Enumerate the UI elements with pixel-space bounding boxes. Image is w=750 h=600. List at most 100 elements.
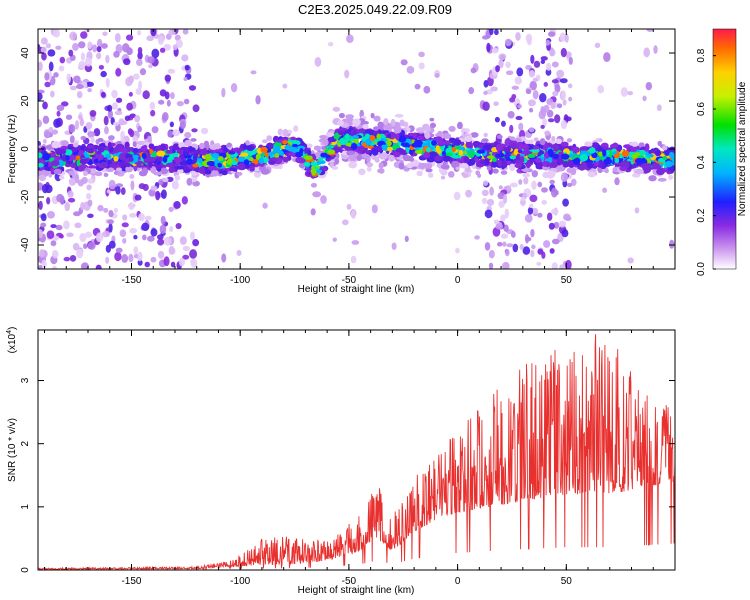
spectrogram-band-blob xyxy=(65,163,71,168)
spectrogram-band-blob xyxy=(284,144,292,151)
spectrogram-xlabel: Height of straight line (km) xyxy=(298,284,415,295)
spectrogram-noise-blob xyxy=(554,114,561,124)
spectrogram-noise-blob xyxy=(44,184,53,194)
spectrogram-noise-blob xyxy=(38,119,43,128)
spectrogram-noise-blob xyxy=(346,203,352,210)
spectrogram-noise-blob xyxy=(74,120,80,130)
spectrogram-band-blob xyxy=(440,175,446,180)
spectrogram-band-blob xyxy=(303,155,313,160)
spectrogram-band-blob xyxy=(383,118,389,126)
spectrogram-band-blob xyxy=(448,125,456,132)
spectrogram-noise-blob xyxy=(121,254,129,263)
spectrogram-noise-blob xyxy=(489,29,494,36)
spectrogram-band-blob xyxy=(113,156,119,162)
spectrogram-noise-blob xyxy=(85,122,93,130)
snr-xtick-label: -100 xyxy=(230,576,250,587)
spectrogram-band-blob xyxy=(310,161,318,167)
spectrogram-noise-blob xyxy=(114,110,123,116)
spectrogram-band-blob xyxy=(118,153,126,161)
spectrogram-band-blob xyxy=(153,171,163,176)
spectrogram-band-blob xyxy=(651,162,660,170)
spectrogram-band-blob xyxy=(395,133,400,141)
spectrogram-band-blob xyxy=(310,182,318,188)
spectrogram-band-blob xyxy=(463,135,473,143)
spectrogram-noise-blob xyxy=(482,180,489,186)
spectrogram-noise-blob xyxy=(525,65,532,70)
spectrogram-noise-blob xyxy=(510,231,516,238)
spectrogram-noise-blob xyxy=(51,129,59,135)
colorbar-tick-label: 0.0 xyxy=(696,262,707,276)
spectrogram-band-blob xyxy=(555,138,562,145)
spectrogram-noise-blob xyxy=(562,99,567,106)
spectrogram-band-blob xyxy=(282,140,288,145)
spectrogram-band-blob xyxy=(97,145,105,153)
spectrogram-noise-blob xyxy=(103,172,109,178)
spectrogram-band-blob xyxy=(591,152,598,159)
spectrogram-noise-blob xyxy=(488,262,494,269)
spectrogram-noise-blob xyxy=(344,69,350,79)
spectrogram-band-blob xyxy=(646,153,654,158)
spectrogram-noise-blob xyxy=(100,70,107,78)
spectrogram-noise-blob xyxy=(79,233,87,242)
spectrogram-noise-blob xyxy=(114,251,122,262)
spectrogram-band-blob xyxy=(150,156,156,162)
spectrogram-noise-blob xyxy=(183,76,188,82)
spectrogram-noise-blob xyxy=(84,29,91,33)
spectrogram-noise-blob xyxy=(189,249,198,259)
spectrogram-noise-blob xyxy=(543,104,550,113)
spectrogram-band-blob xyxy=(665,160,673,168)
spectrogram-noise-blob xyxy=(371,204,378,214)
spectrogram-noise-blob xyxy=(548,222,555,230)
spectrogram-noise-blob xyxy=(150,185,158,191)
spectrogram-band-blob xyxy=(38,174,47,182)
spectrogram-band-blob xyxy=(243,159,250,166)
spectrogram-band-blob xyxy=(55,147,63,156)
spectrogram-noise-blob xyxy=(404,235,409,242)
spectrogram-noise-blob xyxy=(63,220,70,230)
spectrogram-noise-blob xyxy=(128,91,133,97)
spectrogram-band-blob xyxy=(597,168,603,173)
spectrogram-noise-blob xyxy=(47,49,56,57)
spectrogram-noise-blob xyxy=(181,196,188,205)
spectrogram-band-blob xyxy=(465,141,472,149)
spectrogram-band-blob xyxy=(525,161,531,169)
spectrogram-band-blob xyxy=(409,157,415,162)
spectrogram-band-blob xyxy=(560,141,569,147)
spectrogram-noise-blob xyxy=(74,222,82,229)
spectrogram-noise-blob xyxy=(192,180,201,187)
spectrogram-noise-blob xyxy=(536,261,542,266)
spectrogram-noise-blob xyxy=(85,231,92,238)
spectrogram-band-blob xyxy=(486,155,495,159)
spectrogram-noise-blob xyxy=(491,47,499,54)
chart-title: C2E3.2025.049.22.09.R09 xyxy=(298,2,452,17)
spectrogram-noise-blob xyxy=(500,214,506,222)
spectrogram-band-blob xyxy=(429,122,437,129)
spectrogram-band-blob xyxy=(371,148,379,156)
spectrogram-noise-blob xyxy=(96,38,103,48)
spectrogram-band-blob xyxy=(400,142,406,147)
spectrogram-noise-blob xyxy=(559,78,568,84)
spectrogram-noise-blob xyxy=(529,80,537,91)
spectrogram-band-blob xyxy=(630,146,638,152)
spectrogram-noise-blob xyxy=(495,65,500,73)
spectrogram-noise-blob xyxy=(564,216,572,222)
spectrogram-band-blob xyxy=(454,144,460,150)
spectrogram-band-blob xyxy=(514,137,522,143)
spectrogram-noise-blob xyxy=(129,174,135,179)
spectrogram-noise-blob xyxy=(556,69,565,78)
spectrogram-noise-blob xyxy=(505,61,511,69)
spectrogram-noise-blob xyxy=(517,104,522,109)
spectrogram-noise-blob xyxy=(470,67,477,74)
spectrogram-noise-blob xyxy=(547,31,556,37)
spectrogram-noise-blob xyxy=(169,225,174,233)
spectrogram-noise-blob xyxy=(126,102,133,111)
spectrogram-noise-blob xyxy=(53,118,61,128)
spectrogram-band-blob xyxy=(456,121,463,130)
spectrogram-band-blob xyxy=(352,135,359,140)
spectrogram-band-blob xyxy=(503,147,512,152)
spectrogram-noise-blob xyxy=(112,102,118,110)
spectrogram-noise-blob xyxy=(645,81,653,91)
spectrogram-noise-blob xyxy=(101,43,108,49)
spectrogram-noise-blob xyxy=(44,72,50,81)
spectrogram-noise-blob xyxy=(108,135,115,141)
